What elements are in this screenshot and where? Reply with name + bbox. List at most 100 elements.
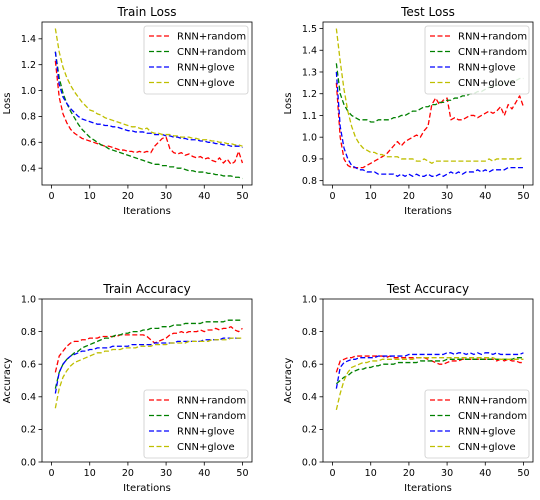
chart3-test-accuracy-line-rnn-random (335, 355, 524, 373)
chart1-test-loss-line-rnn-random (335, 82, 525, 169)
chart3-test-accuracy-ytick-label: 0.6 (302, 360, 317, 371)
chart1-test-loss-ylabel: Loss (283, 93, 294, 115)
chart2-train-accuracy-ytick-label: 1.0 (21, 294, 36, 305)
chart0-train-loss-ytick-label: 1.2 (21, 60, 36, 71)
chart3-test-accuracy-xtick-label: 40 (479, 468, 491, 479)
chart1-test-loss: 0 10 20 30 40 50 0.8 0.9 1.0 1.1 1.2 1.3 1.4 1.5 Test … (283, 5, 534, 217)
chart3-test-accuracy-line-cnn-random (335, 357, 524, 385)
chart0-train-loss-xtick-label: 50 (236, 191, 248, 202)
chart3-test-accuracy: 0 10 20 30 40 50 0.0 0.2 0.4 0.6 0.8 1.0 Test Accura… (283, 282, 534, 494)
chart0-train-loss-ytick-label: 1.4 (21, 34, 36, 45)
chart1-test-loss-legend-label-cnn-glove: CNN+glove (458, 78, 516, 89)
chart1-test-loss-line-rnn-glove (335, 71, 524, 177)
chart1-test-loss-xtick-label: 50 (517, 191, 529, 202)
chart3-test-accuracy-ytick-label: 0.8 (302, 327, 317, 338)
chart2-train-accuracy-legend-label-cnn-random: CNN+random (177, 411, 246, 422)
chart2-train-accuracy-xtick-label: 40 (198, 468, 210, 479)
chart2-train-accuracy: 0 10 20 30 40 50 0.0 0.2 0.4 0.6 0.8 1.0 Train Accur… (2, 282, 253, 494)
chart1-test-loss-xtick-label: 40 (479, 191, 491, 202)
chart3-test-accuracy-legend-label-rnn-glove: RNN+glove (458, 427, 516, 438)
chart1-test-loss-legend-label-cnn-random: CNN+random (458, 47, 527, 58)
chart2-train-accuracy-xlabel: Iterations (123, 483, 171, 494)
chart1-test-loss-title: Test Loss (400, 5, 455, 19)
chart3-test-accuracy-line-rnn-glove (335, 352, 524, 389)
chart0-train-loss-line-rnn-random (54, 60, 244, 165)
chart0-train-loss-xtick-label: 0 (49, 191, 55, 202)
chart1-test-loss-ytick-label: 0.9 (302, 154, 317, 165)
chart0-train-loss-series (54, 28, 244, 180)
chart0-train-loss-title: Train Loss (117, 5, 177, 19)
chart1-test-loss-ytick-label: 1.3 (302, 67, 317, 78)
chart2-train-accuracy-line-cnn-glove (54, 337, 243, 409)
chart1-test-loss-ytick-label: 1.4 (302, 46, 317, 57)
chart1-test-loss-xtick-label: 0 (330, 191, 336, 202)
chart2-train-accuracy-legend-label-rnn-glove: RNN+glove (177, 427, 235, 438)
chart1-test-loss-ytick-label: 1.2 (302, 89, 317, 100)
chart1-test-loss-xtick-label: 30 (441, 191, 453, 202)
chart1-test-loss-frame (322, 21, 534, 186)
chart2-train-accuracy-xtick-label: 30 (160, 468, 172, 479)
chart2-train-accuracy-ytick-label: 0.4 (21, 392, 36, 403)
chart2-train-accuracy-xtick-label: 20 (122, 468, 134, 479)
chart3-test-accuracy-xtick-label: 50 (517, 468, 529, 479)
chart3-test-accuracy-xtick-label: 10 (365, 468, 377, 479)
chart0-train-loss-frame (41, 21, 253, 186)
chart0-train-loss-line-cnn-random (54, 51, 243, 180)
chart0-train-loss-ytick-label: 0.8 (21, 112, 36, 123)
chart2-train-accuracy-title: Train Accuracy (102, 282, 190, 296)
chart2-train-accuracy-line-rnn-random (54, 326, 243, 373)
chart1-test-loss-legend: RNN+random CNN+random RNN+glove CNN+glove (424, 25, 530, 95)
chart0-train-loss-xtick-label: 20 (122, 191, 134, 202)
chart3-test-accuracy-legend-box (424, 389, 530, 459)
chart0-train-loss-legend-label-cnn-random: CNN+random (177, 47, 246, 58)
chart0-train-loss-ytick-label: 0.4 (21, 163, 36, 174)
chart0-train-loss-legend-box (143, 25, 249, 95)
chart0-train-loss-legend-label-cnn-glove: CNN+glove (177, 78, 235, 89)
chart3-test-accuracy-series (335, 352, 524, 410)
chart3-test-accuracy-title: Test Accuracy (386, 282, 469, 296)
chart0-train-loss-line-rnn-glove (54, 51, 243, 149)
chart3-test-accuracy-legend-label-rnn-random: RNN+random (458, 396, 527, 407)
chart0-train-loss-line-cnn-glove (54, 28, 243, 147)
chart3-test-accuracy-line-cnn-glove (335, 357, 524, 410)
chart3-test-accuracy-xlabel: Iterations (404, 483, 452, 494)
chart3-test-accuracy-ylabel: Accuracy (283, 358, 294, 404)
chart0-train-loss-ytick-label: 0.6 (21, 138, 36, 149)
chart0-train-loss-xtick-label: 30 (160, 191, 172, 202)
chart0-train-loss-xlabel: Iterations (123, 206, 171, 217)
chart2-train-accuracy-legend-label-rnn-random: RNN+random (177, 396, 246, 407)
chart2-train-accuracy-xtick-label: 50 (236, 468, 248, 479)
chart2-train-accuracy-ytick-label: 0.6 (21, 360, 36, 371)
chart2-train-accuracy-line-rnn-glove (54, 337, 243, 394)
chart3-test-accuracy-ytick-label: 0.2 (302, 425, 317, 436)
chart0-train-loss-xtick-label: 40 (198, 191, 210, 202)
chart3-test-accuracy-xtick-label: 30 (441, 468, 453, 479)
chart1-test-loss-ytick-label: 0.8 (302, 176, 317, 187)
chart3-test-accuracy-xtick-label: 20 (403, 468, 415, 479)
chart1-test-loss-ytick-label: 1.0 (302, 132, 317, 143)
chart2-train-accuracy-ytick-label: 0.0 (21, 457, 36, 468)
chart3-test-accuracy-ytick-label: 1.0 (302, 294, 317, 305)
chart0-train-loss-legend-label-rnn-random: RNN+random (177, 32, 246, 43)
chart2-train-accuracy-xtick-label: 10 (84, 468, 96, 479)
chart2-train-accuracy-ylabel: Accuracy (2, 358, 13, 404)
chart3-test-accuracy-legend: RNN+random CNN+random RNN+glove CNN+glove (424, 389, 530, 459)
chart3-test-accuracy-xtick-label: 0 (330, 468, 336, 479)
chart2-train-accuracy-xtick-label: 0 (49, 468, 55, 479)
chart2-train-accuracy-ytick-label: 0.2 (21, 425, 36, 436)
chart1-test-loss-ytick-label: 1.5 (302, 24, 317, 35)
chart2-train-accuracy-ytick-label: 0.8 (21, 327, 36, 338)
chart0-train-loss-ytick-label: 1.0 (21, 86, 36, 97)
chart3-test-accuracy-ytick-label: 0.4 (302, 392, 317, 403)
chart2-train-accuracy-frame (41, 298, 253, 463)
chart1-test-loss-line-cnn-glove (335, 28, 524, 164)
chart0-train-loss: 0 10 20 30 40 50 0.4 0.6 0.8 1.0 1.2 1.4 Train Loss I… (2, 5, 253, 217)
chart1-test-loss-xtick-label: 10 (365, 191, 377, 202)
chart1-test-loss-legend-label-rnn-random: RNN+random (458, 32, 527, 43)
chart0-train-loss-legend-label-rnn-glove: RNN+glove (177, 63, 235, 74)
chart3-test-accuracy-ytick-label: 0.0 (302, 457, 317, 468)
chart0-train-loss-legend: RNN+random CNN+random RNN+glove CNN+glove (143, 25, 249, 95)
chart2-train-accuracy-legend-box (143, 389, 249, 459)
chart1-test-loss-xtick-label: 20 (403, 191, 415, 202)
